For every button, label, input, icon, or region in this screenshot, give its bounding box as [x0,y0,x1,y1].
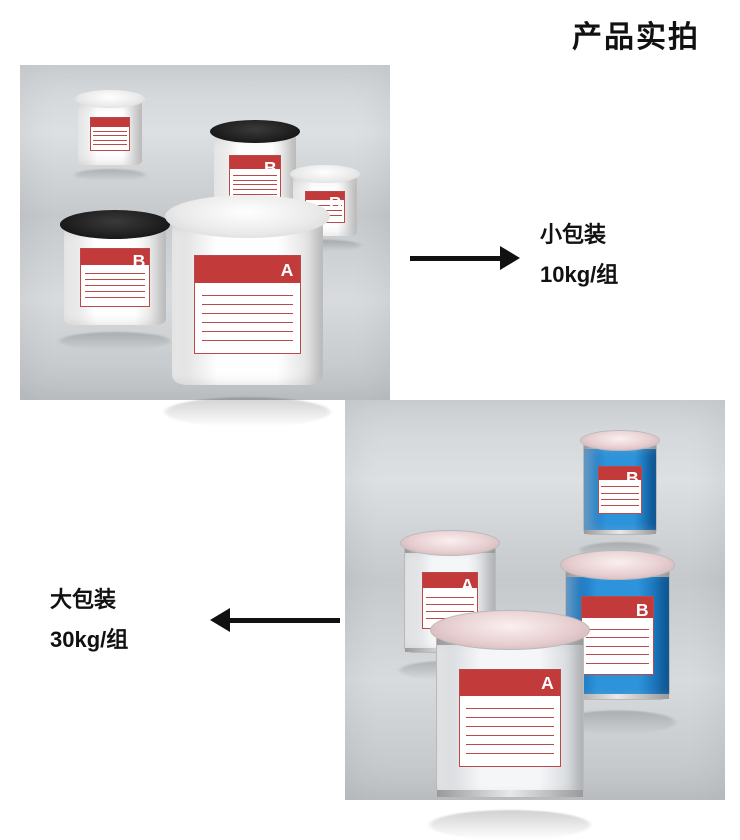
bucket-body [78,103,142,165]
sticker-letter: B [636,600,649,621]
bucket-small-4: B [60,210,170,325]
label-small-package: 小包装 10kg/组 [540,215,618,294]
bucket-small-5: A [165,195,330,385]
bucket-large-4: A [430,610,590,798]
bucket-sticker [90,117,130,151]
bucket-sticker: B [598,466,642,514]
sticker-letter: B [626,468,639,489]
sticker-letter: A [461,575,474,596]
label-large-package: 大包装 30kg/组 [50,580,128,659]
bucket-lid [560,550,675,580]
bucket-sticker: B [80,248,151,307]
bucket-lid [290,165,360,183]
bucket-lid [60,210,170,239]
bucket-reflection [430,810,590,840]
label-line: 小包装 [540,215,618,255]
bucket-body: A [172,225,324,385]
bucket-sticker: A [194,255,300,354]
sticker-letter: B [329,193,342,214]
sticker-letter: A [281,260,294,281]
label-line: 30kg/组 [50,620,128,660]
bucket-reflection [165,397,330,427]
sticker-letter: A [541,673,554,694]
arrow-right-icon [410,246,520,270]
bucket-lid [400,530,500,556]
bucket-large-1: B [580,430,660,535]
bucket-body: A [436,638,583,798]
bucket-sticker: B [581,596,654,675]
sticker-letter: B [133,251,146,272]
bucket-sticker: A [459,669,561,767]
bucket-lid [75,90,145,108]
bucket-reflection [60,332,170,350]
product-panel-large: B A B [345,400,725,800]
label-line: 10kg/组 [540,255,618,295]
bucket-reflection [75,170,145,182]
bucket-lid [580,430,660,451]
page-title: 产品实拍 [572,12,700,56]
bucket-lid [165,195,330,238]
bucket-lid [430,610,590,650]
label-line: 大包装 [50,580,128,620]
bucket-small-1 [75,90,145,165]
arrow-left-icon [210,608,340,632]
bucket-body: B [583,445,657,535]
sticker-letter: B [264,158,277,179]
bucket-body: B [64,230,165,325]
product-panel-small: B B B A [20,65,390,400]
